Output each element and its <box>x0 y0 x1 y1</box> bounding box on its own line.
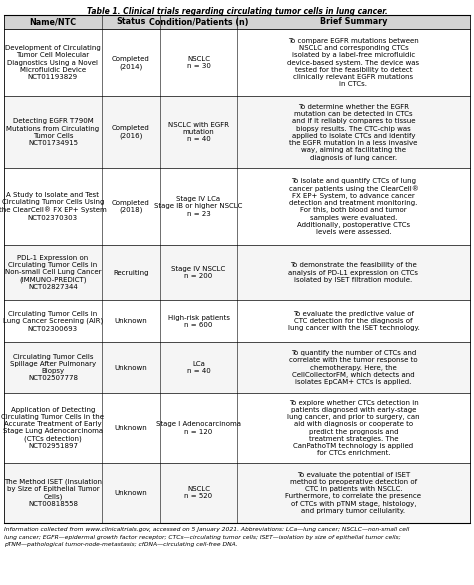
Text: Stage IV LCa
Stage IB or higher NSCLC
n = 23: Stage IV LCa Stage IB or higher NSCLC n … <box>155 196 243 216</box>
Text: Unknown: Unknown <box>115 364 147 371</box>
Text: To quantify the number of CTCs and
correlate with the tumor response to
chemothe: To quantify the number of CTCs and corre… <box>289 350 418 385</box>
Text: Unknown: Unknown <box>115 318 147 324</box>
Text: NSCLC
n = 30: NSCLC n = 30 <box>187 56 210 69</box>
Text: Status: Status <box>116 18 146 26</box>
Text: To determine whether the EGFR
mutation can be detected in CTCs
and if it reliabl: To determine whether the EGFR mutation c… <box>289 104 418 160</box>
Bar <box>4 97 470 168</box>
Text: Stage IV NSCLC
n = 200: Stage IV NSCLC n = 200 <box>172 266 226 279</box>
Text: Name/NTC: Name/NTC <box>29 18 76 26</box>
Text: To evaluate the predictive value of
CTC detection for the diagnosis of
lung canc: To evaluate the predictive value of CTC … <box>288 311 419 332</box>
Bar <box>4 245 470 300</box>
Bar <box>4 29 470 97</box>
Bar <box>4 342 470 393</box>
Text: Information collected from www.clinicaltrials.gov, accessed on 5 January 2021. A: Information collected from www.clinicalt… <box>4 527 409 532</box>
Text: LCa
n = 40: LCa n = 40 <box>187 361 210 374</box>
Text: Stage I Adenocarcinoma
n = 120: Stage I Adenocarcinoma n = 120 <box>156 421 241 435</box>
Text: Recruiting: Recruiting <box>113 270 149 276</box>
Bar <box>4 15 470 29</box>
Bar <box>4 168 470 245</box>
Text: PDL-1 Expression on
Circulating Tumor Cells in
Non-small Cell Lung Cancer
(IMMUN: PDL-1 Expression on Circulating Tumor Ce… <box>5 255 101 290</box>
Text: lung cancer; EGFR—epidermal growth factor receptor; CTCs—circulating tumor cells: lung cancer; EGFR—epidermal growth facto… <box>4 535 401 539</box>
Text: Completed
(2018): Completed (2018) <box>112 199 150 214</box>
Text: pTNM—pathological tumor-node-metastasis; cfDNA—circulating cell-free DNA.: pTNM—pathological tumor-node-metastasis;… <box>4 542 238 547</box>
Text: To evaluate the potential of ISET
method to preoperative detection of
CTC in pat: To evaluate the potential of ISET method… <box>285 472 421 514</box>
Text: NSCLC
n = 520: NSCLC n = 520 <box>184 486 213 500</box>
Text: Completed
(2016): Completed (2016) <box>112 125 150 139</box>
Text: Condition/Patients (n): Condition/Patients (n) <box>149 18 248 26</box>
Text: NSCLC with EGFR
mutation
n = 40: NSCLC with EGFR mutation n = 40 <box>168 122 229 143</box>
Text: Completed
(2014): Completed (2014) <box>112 56 150 70</box>
Bar <box>4 393 470 463</box>
Text: Detecting EGFR T790M
Mutations from Circulating
Tumor Cells
NCT01734915: Detecting EGFR T790M Mutations from Circ… <box>6 118 100 146</box>
Text: Unknown: Unknown <box>115 490 147 496</box>
Text: A Study to Isolate and Test
Circulating Tumor Cells Using
the ClearCell® FX EP+ : A Study to Isolate and Test Circulating … <box>0 192 107 221</box>
Text: To explore whether CTCs detection in
patients diagnosed with early-stage
lung ca: To explore whether CTCs detection in pat… <box>287 400 420 456</box>
Bar <box>4 300 470 342</box>
Text: High-risk patients
n = 600: High-risk patients n = 600 <box>167 315 229 328</box>
Text: Application of Detecting
Circulating Tumor Cells in the
Accurate Treatment of Ea: Application of Detecting Circulating Tum… <box>1 407 104 449</box>
Text: Development of Circulating
Tumor Cell Molecular
Diagnostics Using a Novel
Microf: Development of Circulating Tumor Cell Mo… <box>5 45 101 80</box>
Text: Unknown: Unknown <box>115 425 147 431</box>
Text: To compare EGFR mutations between
NSCLC and corresponding CTCs
isolated by a lab: To compare EGFR mutations between NSCLC … <box>287 38 419 87</box>
Bar <box>4 463 470 523</box>
Text: Circulating Tumor Cells
Spillage After Pulmonary
Biopsy
NCT02507778: Circulating Tumor Cells Spillage After P… <box>10 354 96 381</box>
Text: The Method ISET (Insulation
by Size of Epithelial Tumor
Cells)
NCT00818558: The Method ISET (Insulation by Size of E… <box>4 479 102 507</box>
Text: Brief Summary: Brief Summary <box>320 18 387 26</box>
Text: To isolate and quantify CTCs of lung
cancer patients using the ClearCell®
FX EP+: To isolate and quantify CTCs of lung can… <box>289 178 419 235</box>
Text: Circulating Tumor Cells in
Lung Cancer Screening (AIR)
NCT02300693: Circulating Tumor Cells in Lung Cancer S… <box>3 311 103 332</box>
Text: Table 1. Clinical trials regarding circulating tumor cells in lung cancer.: Table 1. Clinical trials regarding circu… <box>87 7 387 16</box>
Text: To demonstrate the feasibility of the
analysis of PD-L1 expression on CTCs
isola: To demonstrate the feasibility of the an… <box>289 262 419 283</box>
